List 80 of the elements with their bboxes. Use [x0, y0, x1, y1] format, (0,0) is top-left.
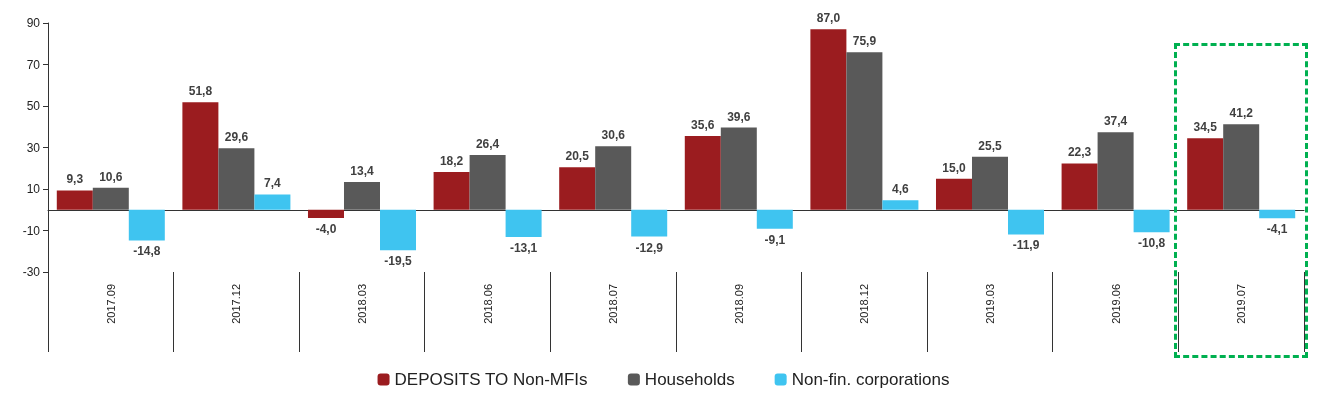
y-tick-label: 50 [26, 99, 41, 113]
x-tick-label: 2017.09 [104, 284, 117, 324]
y-tick-label: 90 [26, 16, 41, 30]
data-label: -14,8 [133, 244, 161, 259]
bar [1223, 124, 1260, 210]
y-tick-label: -30 [22, 265, 41, 279]
bar [254, 194, 291, 210]
bar [307, 209, 344, 219]
bar [344, 181, 380, 210]
bar [380, 209, 417, 251]
bar [1097, 132, 1134, 210]
bar [433, 171, 470, 210]
bar [505, 209, 542, 237]
bar [756, 209, 793, 229]
data-label: -9,1 [764, 232, 786, 247]
bar [631, 209, 668, 237]
data-label: 4,6 [892, 182, 910, 197]
y-tick-label: 30 [26, 140, 41, 155]
data-label: -4,1 [1266, 222, 1288, 237]
data-label: 15,0 [942, 160, 966, 175]
data-label: 13,4 [350, 163, 374, 178]
bar [595, 146, 632, 210]
data-label: 10,6 [99, 169, 123, 184]
x-tick-label: 2018.06 [481, 284, 494, 324]
data-label: -13,1 [509, 240, 538, 255]
data-label: 20,5 [565, 149, 590, 164]
bar [128, 209, 165, 241]
bar [1061, 163, 1098, 210]
bar [810, 29, 847, 210]
bar [559, 167, 596, 210]
data-label: 7,4 [264, 176, 282, 191]
bar [882, 200, 919, 210]
data-label: 37,4 [1103, 114, 1128, 129]
data-label: -19,5 [384, 254, 412, 269]
legend-label: DEPOSITS TO Non-MFIs [394, 370, 588, 389]
data-label: 35,6 [691, 117, 715, 132]
x-tick-label: 2018.07 [607, 284, 620, 324]
bar [935, 178, 972, 210]
y-tick-label: 70 [26, 57, 41, 72]
data-label: 9,3 [66, 172, 84, 187]
data-label: 22,3 [1067, 145, 1092, 160]
data-label: 18,2 [439, 153, 464, 168]
bar [1133, 209, 1170, 233]
y-tick-label: 10 [26, 182, 41, 196]
legend-label: Households [644, 370, 735, 389]
bar [1259, 209, 1296, 219]
data-label: 26,4 [475, 136, 500, 151]
bar [1008, 209, 1045, 235]
data-label: -10,8 [1137, 236, 1166, 251]
data-label: 41,2 [1229, 106, 1254, 121]
bar [972, 156, 1008, 210]
x-tick-label: 2018.09 [732, 284, 745, 324]
data-label: 34,5 [1193, 120, 1218, 135]
data-label: 51,8 [188, 84, 213, 99]
data-label: -11,9 [1012, 238, 1040, 253]
data-label: 87,0 [816, 11, 841, 26]
legend-label: Non-fin. corporations [791, 370, 950, 389]
data-label: 30,6 [601, 128, 626, 143]
x-tick-label: 2019.03 [984, 284, 996, 324]
bar [56, 190, 93, 210]
x-tick-label: 2019.06 [1109, 284, 1122, 324]
bar [1187, 138, 1224, 210]
bar [469, 154, 506, 210]
bar [684, 135, 721, 210]
bar [182, 102, 219, 210]
data-label: 75,9 [852, 34, 877, 49]
bar [92, 187, 129, 210]
x-tick-label: 2018.03 [356, 284, 368, 324]
bar [846, 52, 883, 210]
data-label: 29,6 [224, 130, 249, 145]
x-tick-label: 2018.12 [858, 284, 871, 324]
data-label: -12,9 [635, 240, 664, 255]
data-label: 39,6 [727, 109, 751, 124]
bar [218, 148, 255, 210]
data-label: -4,0 [315, 222, 337, 237]
bar [720, 127, 757, 210]
data-label: 25,5 [978, 138, 1002, 153]
y-tick-label: -10 [22, 223, 41, 238]
x-tick-label: 2019.07 [1235, 284, 1248, 324]
x-tick-label: 2017.12 [230, 284, 243, 324]
